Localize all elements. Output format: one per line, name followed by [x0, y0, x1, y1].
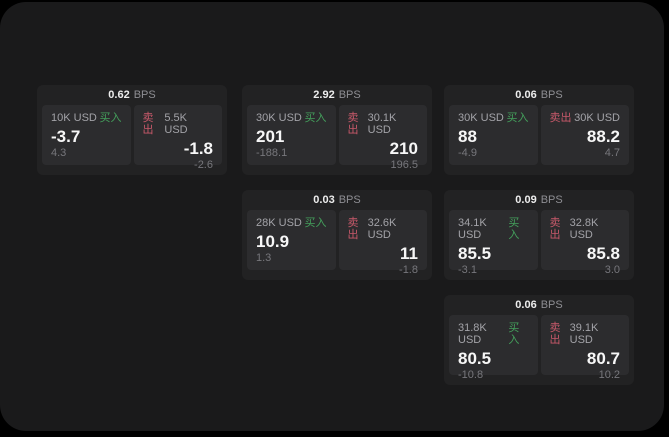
buy-side-label: 买入 — [304, 112, 327, 124]
sell-change: 3.0 — [604, 264, 620, 276]
bps-value: 2.92 — [313, 89, 335, 101]
sell-side-label: 卖出 — [347, 217, 359, 241]
bps-unit-label: BPS — [338, 194, 361, 206]
buy-price: 201 — [256, 127, 285, 146]
bps-value: 0.06 — [515, 89, 537, 101]
spread-header: 0.09 BPS — [444, 190, 634, 210]
sell-price: -1.8 — [183, 139, 213, 158]
buy-amount: 34.1K USD — [458, 217, 487, 241]
buy-panel[interactable]: 31.8K USD 买入 80.5 -10.8 — [449, 315, 538, 381]
sell-panel[interactable]: 卖出 32.8K USD 85.8 3.0 — [540, 210, 629, 276]
app-background: 0.62 BPS 10K USD 买入 -3.7 4.3 卖出 5.5K USD… — [0, 2, 664, 431]
sell-side-label: 卖出 — [142, 112, 154, 136]
buy-side-label: 买入 — [99, 112, 122, 124]
sell-amount: 5.5K USD — [164, 112, 188, 136]
sell-side-label: 卖出 — [549, 217, 561, 241]
buy-price: 88 — [458, 127, 477, 146]
sell-price: 80.7 — [586, 349, 620, 368]
spread-header: 0.62 BPS — [37, 85, 227, 105]
sell-panel[interactable]: 卖出 5.5K USD -1.8 -2.6 — [133, 105, 222, 171]
buy-side-label: 买入 — [508, 322, 520, 346]
buy-price: 85.5 — [458, 244, 492, 263]
bps-value: 0.03 — [313, 194, 335, 206]
buy-amount: 10K USD — [51, 112, 97, 124]
quote-card: 0.03 BPS 28K USD 买入 10.9 1.3 卖出 32.6K US… — [242, 190, 432, 280]
buy-side-label: 买入 — [304, 217, 327, 229]
bps-unit-label: BPS — [540, 299, 563, 311]
buy-change: -3.1 — [458, 264, 477, 276]
sell-amount: 32.6K USD — [367, 217, 397, 241]
sell-panel[interactable]: 卖出 30.1K USD 210 196.5 — [338, 105, 427, 171]
sell-amount: 32.8K USD — [569, 217, 599, 241]
buy-amount: 30K USD — [256, 112, 302, 124]
quote-card: 0.09 BPS 34.1K USD 买入 85.5 -3.1 卖出 32.8K… — [444, 190, 634, 280]
quote-card: 2.92 BPS 30K USD 买入 201 -188.1 卖出 30.1K … — [242, 85, 432, 175]
sell-change: 10.2 — [598, 369, 620, 381]
buy-change: -4.9 — [458, 147, 477, 159]
sell-change: 196.5 — [390, 159, 418, 171]
buy-price: 80.5 — [458, 349, 492, 368]
sell-price: 88.2 — [586, 127, 620, 146]
bps-unit-label: BPS — [133, 89, 156, 101]
spread-header: 0.06 BPS — [444, 295, 634, 315]
quote-card: 0.62 BPS 10K USD 买入 -3.7 4.3 卖出 5.5K USD… — [37, 85, 227, 175]
buy-change: 1.3 — [256, 252, 272, 264]
buy-price: 10.9 — [256, 232, 290, 251]
buy-side-label: 买入 — [508, 217, 520, 241]
sell-amount: 30.1K USD — [367, 112, 397, 136]
bps-value: 0.09 — [515, 194, 537, 206]
bps-value: 0.06 — [515, 299, 537, 311]
buy-amount: 30K USD — [458, 112, 504, 124]
spread-header: 2.92 BPS — [242, 85, 432, 105]
sell-amount: 30K USD — [574, 112, 620, 124]
sell-amount: 39.1K USD — [569, 322, 599, 346]
sell-side-label: 卖出 — [549, 112, 572, 124]
sell-change: -1.8 — [399, 264, 418, 276]
sell-side-label: 卖出 — [347, 112, 359, 136]
bps-unit-label: BPS — [338, 89, 361, 101]
spread-header: 0.06 BPS — [444, 85, 634, 105]
buy-panel[interactable]: 30K USD 买入 88 -4.9 — [449, 105, 538, 165]
sell-price: 210 — [389, 139, 418, 158]
sell-panel[interactable]: 卖出 32.6K USD 11 -1.8 — [338, 210, 427, 276]
sell-price: 11 — [400, 244, 418, 263]
quote-card: 0.06 BPS 31.8K USD 买入 80.5 -10.8 卖出 39.1… — [444, 295, 634, 385]
spread-header: 0.03 BPS — [242, 190, 432, 210]
buy-amount: 31.8K USD — [458, 322, 487, 346]
sell-change: -2.6 — [194, 159, 213, 171]
bps-unit-label: BPS — [540, 89, 563, 101]
buy-panel[interactable]: 30K USD 买入 201 -188.1 — [247, 105, 336, 165]
buy-side-label: 买入 — [506, 112, 529, 124]
bps-value: 0.62 — [108, 89, 130, 101]
buy-amount: 28K USD — [256, 217, 302, 229]
buy-price: -3.7 — [51, 127, 81, 146]
sell-panel[interactable]: 卖出 30K USD 88.2 4.7 — [540, 105, 629, 165]
buy-panel[interactable]: 28K USD 买入 10.9 1.3 — [247, 210, 336, 270]
bps-unit-label: BPS — [540, 194, 563, 206]
buy-change: -10.8 — [458, 369, 484, 381]
buy-change: -188.1 — [256, 147, 288, 159]
buy-panel[interactable]: 34.1K USD 买入 85.5 -3.1 — [449, 210, 538, 276]
sell-change: 4.7 — [604, 147, 620, 159]
sell-side-label: 卖出 — [549, 322, 561, 346]
sell-panel[interactable]: 卖出 39.1K USD 80.7 10.2 — [540, 315, 629, 381]
quote-card: 0.06 BPS 30K USD 买入 88 -4.9 卖出 30K USD 8… — [444, 85, 634, 175]
sell-price: 85.8 — [586, 244, 620, 263]
buy-panel[interactable]: 10K USD 买入 -3.7 4.3 — [42, 105, 131, 165]
buy-change: 4.3 — [51, 147, 67, 159]
